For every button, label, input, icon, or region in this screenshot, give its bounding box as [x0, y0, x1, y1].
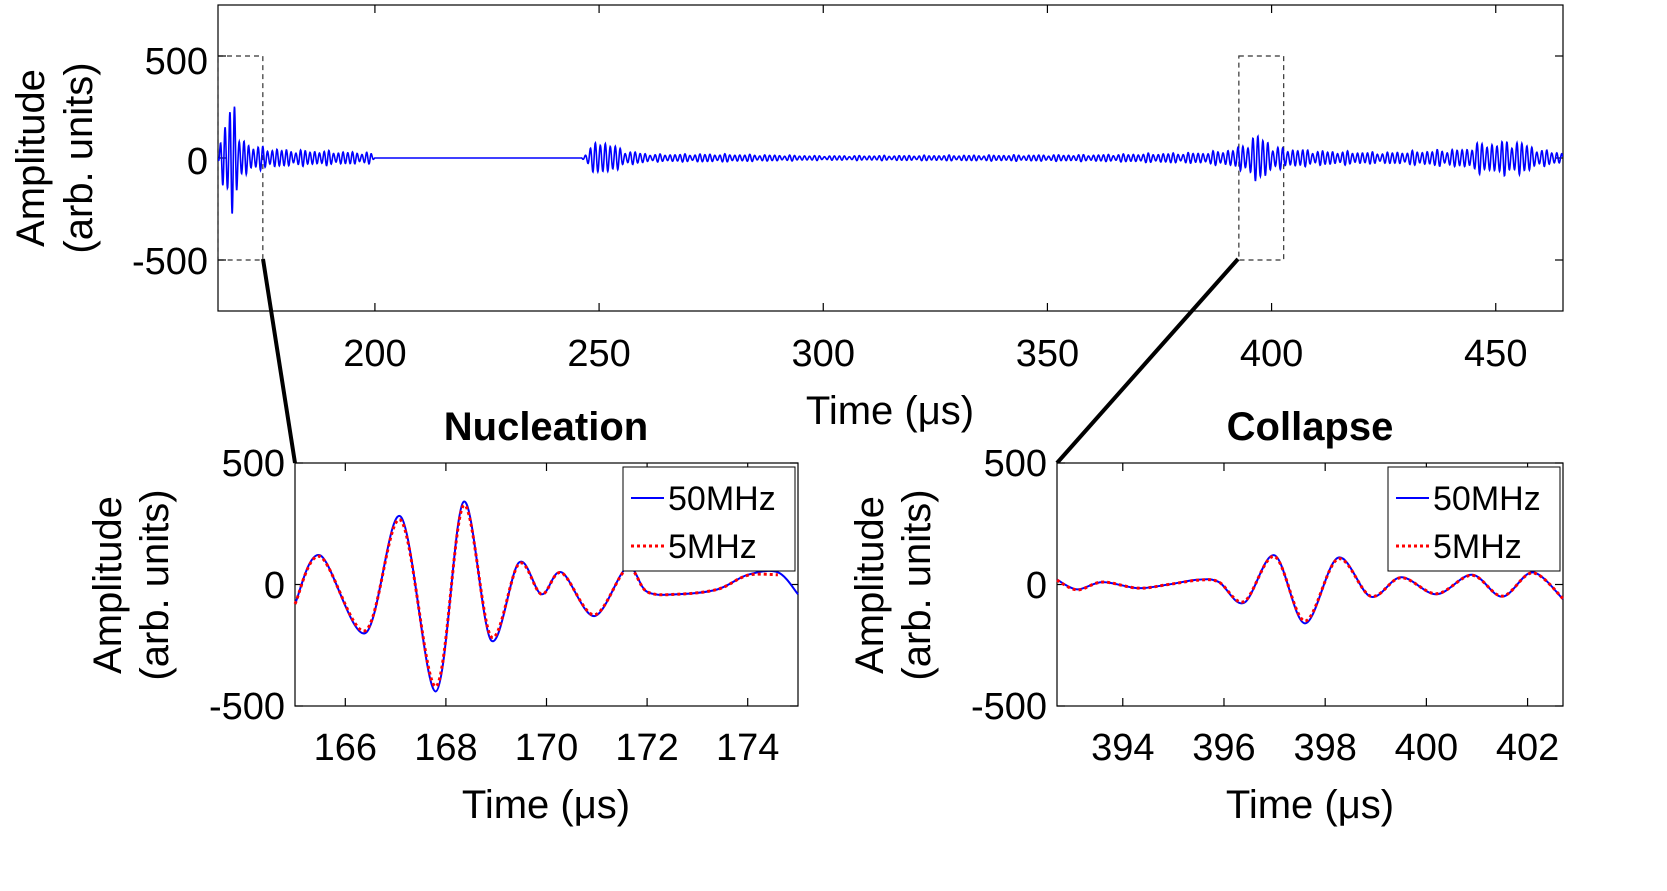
nucleation-ylabel-line1: Amplitude	[86, 496, 130, 674]
nucleation-x-ticks: 166 168 170 172 174	[314, 727, 780, 769]
collapse-ytick-0: 0	[1026, 565, 1047, 607]
overview-xtick-200: 200	[343, 333, 406, 375]
nucleation-xlabel: Time (μs)	[462, 783, 630, 827]
collapse-legend-50mhz-label: 50MHz	[1433, 480, 1541, 518]
collapse-connector	[1055, 257, 1240, 465]
collapse-xtick-394: 394	[1091, 727, 1154, 769]
nucleation-series-5mhz	[293, 503, 778, 689]
collapse-xtick-396: 396	[1192, 727, 1255, 769]
nucleation-legend: 50MHz 5MHz	[622, 466, 796, 572]
collapse-title: Collapse	[1227, 405, 1394, 449]
overview-xtick-350: 350	[1016, 333, 1079, 375]
nucleation-xtick-166: 166	[314, 727, 377, 769]
overview-xtick-300: 300	[792, 333, 855, 375]
overview-xtick-400: 400	[1240, 333, 1303, 375]
overview-xlabel: Time (μs)	[806, 389, 974, 433]
collapse-legend-5mhz-label: 5MHz	[1433, 528, 1522, 566]
nucleation-xtick-174: 174	[716, 727, 779, 769]
collapse-series	[1056, 462, 1565, 707]
nucleation-ytick-0: 0	[264, 565, 285, 607]
overview-ytick-500: 500	[145, 41, 208, 83]
collapse-panel: Collapse 500 0 -500 394 396 398 400 402 …	[848, 405, 1565, 827]
collapse-x-ticks: 394 396 398 400 402	[1091, 727, 1559, 769]
nucleation-ytick-minus-500: -500	[209, 686, 285, 728]
collapse-ytick-500: 500	[984, 443, 1047, 485]
collapse-legend: 50MHz 5MHz	[1387, 466, 1561, 572]
overview-ylabel-line1: Amplitude	[9, 69, 53, 247]
nucleation-panel: Nucleation 500 0 -500 166 168 170 172 17…	[86, 405, 799, 827]
overview-ytick-0: 0	[187, 141, 208, 183]
nucleation-legend-box	[622, 466, 796, 572]
nucleation-ylabel-line2: (arb. units)	[133, 489, 177, 680]
nucleation-xtick-172: 172	[615, 727, 678, 769]
nucleation-title: Nucleation	[444, 405, 648, 449]
nucleation-legend-5mhz-label: 5MHz	[668, 528, 757, 566]
nucleation-legend-50mhz-label: 50MHz	[668, 480, 776, 518]
overview-series	[218, 5, 1563, 311]
collapse-legend-box	[1387, 466, 1561, 572]
overview-ylabel-line2: (arb. units)	[57, 62, 101, 253]
overview-panel: 500 0 -500 200 250 300 350 400 450 Time …	[9, 4, 1564, 433]
collapse-xtick-402: 402	[1496, 727, 1559, 769]
collapse-ylabel-line2: (arb. units)	[895, 489, 939, 680]
nucleation-series	[293, 462, 799, 707]
collapse-xlabel: Time (μs)	[1226, 783, 1394, 827]
collapse-ytick-minus-500: -500	[971, 686, 1047, 728]
overview-series-50mhz	[218, 106, 1563, 214]
collapse-series-5mhz	[1056, 555, 1565, 623]
collapse-xtick-400: 400	[1395, 727, 1458, 769]
collapse-xtick-398: 398	[1293, 727, 1356, 769]
overview-xtick-250: 250	[567, 333, 630, 375]
overview-xtick-450: 450	[1464, 333, 1527, 375]
overview-ytick-minus-500: -500	[132, 241, 208, 283]
overview-y-ticks: 500 0 -500	[132, 41, 208, 283]
nucleation-series-50mhz	[294, 500, 799, 693]
nucleation-ytick-500: 500	[222, 443, 285, 485]
overview-x-ticks: 200 250 300 350 400 450	[343, 333, 1527, 375]
nucleation-xtick-168: 168	[414, 727, 477, 769]
nucleation-xtick-170: 170	[515, 727, 578, 769]
nucleation-connector	[261, 258, 297, 464]
zoom-window-nucleation	[217, 55, 264, 261]
collapse-ylabel-line1: Amplitude	[848, 496, 892, 674]
